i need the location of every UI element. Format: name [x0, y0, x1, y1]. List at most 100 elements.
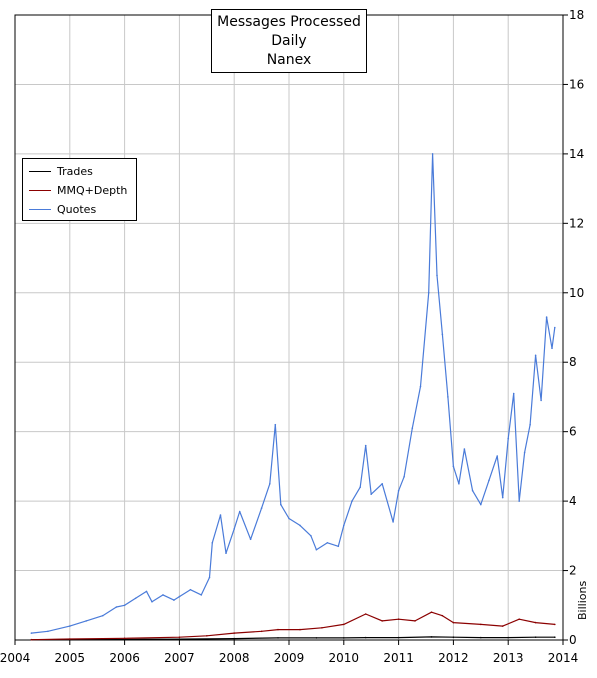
grid	[14, 14, 564, 641]
data-point-quotes	[480, 503, 482, 506]
legend-label-mmq-depth: MMQ+Depth	[57, 183, 128, 197]
data-point-mmq-depth	[381, 620, 384, 622]
data-point-quotes	[551, 347, 553, 350]
x-tick-label: 2006	[109, 651, 140, 665]
y-tick-label: 0	[569, 633, 577, 647]
x-tick-label: 2013	[493, 651, 524, 665]
data-point-quotes	[260, 507, 263, 509]
chart-title-line-3: Nanex	[266, 52, 312, 68]
data-point-quotes	[523, 451, 526, 454]
data-point-trades	[178, 638, 181, 640]
data-point-quotes	[452, 465, 455, 468]
data-point-quotes	[463, 448, 466, 450]
data-point-trades	[397, 636, 400, 639]
data-point-quotes	[326, 542, 329, 544]
series-layer	[30, 153, 556, 641]
data-point-mmq-depth	[534, 621, 537, 624]
legend-item-trades: Trades	[29, 163, 93, 179]
data-point-quotes	[151, 601, 153, 603]
data-point-quotes	[225, 552, 227, 554]
data-point-quotes	[488, 479, 490, 482]
data-point-quotes	[403, 476, 405, 478]
data-point-quotes	[145, 590, 148, 593]
data-point-quotes	[436, 274, 438, 277]
data-point-quotes	[269, 483, 271, 485]
data-point-quotes	[370, 493, 373, 496]
data-point-quotes	[315, 548, 318, 551]
data-point-quotes	[299, 524, 301, 527]
series-line-quotes	[31, 153, 556, 634]
data-point-quotes	[219, 514, 222, 516]
data-point-quotes	[518, 500, 520, 502]
series-line-trades	[31, 636, 555, 641]
x-tick-label: 2004	[0, 651, 30, 665]
data-point-mmq-depth	[299, 628, 301, 631]
data-point-mmq-depth	[397, 618, 400, 620]
legend-item-mmq-depth: MMQ+Depth	[29, 182, 127, 198]
data-point-mmq-depth	[233, 632, 235, 634]
y-tick-label: 2	[569, 564, 577, 578]
data-point-mmq-depth	[518, 618, 520, 620]
data-point-quotes	[211, 542, 214, 544]
data-point-quotes	[364, 444, 367, 447]
data-point-quotes	[134, 597, 137, 600]
data-point-mmq-depth	[414, 620, 416, 622]
x-tick-label: 2005	[55, 651, 86, 665]
x-tick-label: 2014	[548, 651, 579, 665]
legend: Trades MMQ+Depth Quotes	[22, 158, 137, 221]
data-point-mmq-depth	[178, 636, 181, 638]
data-point-mmq-depth	[452, 621, 455, 624]
data-point-quotes	[343, 524, 345, 527]
data-point-trades	[277, 637, 279, 639]
data-point-quotes	[419, 385, 422, 388]
data-point-trades	[315, 637, 318, 639]
legend-item-quotes: Quotes	[29, 201, 96, 217]
x-tick-label: 2012	[438, 651, 469, 665]
data-point-quotes	[427, 292, 430, 294]
data-point-mmq-depth	[321, 627, 323, 629]
data-point-quotes	[458, 483, 460, 485]
data-point-quotes	[397, 489, 400, 492]
y-tick-label: 6	[569, 425, 577, 439]
data-point-mmq-depth	[430, 611, 433, 613]
data-point-trades	[364, 636, 367, 639]
data-point-quotes	[359, 486, 362, 489]
data-point-quotes	[351, 500, 353, 502]
y-axis-label: Billions	[576, 580, 589, 620]
data-point-mmq-depth	[277, 628, 279, 631]
legend-swatch-quotes	[29, 208, 51, 210]
data-point-quotes	[280, 503, 282, 506]
data-point-mmq-depth	[364, 613, 367, 615]
x-tick-label: 2009	[274, 651, 305, 665]
data-point-quotes	[47, 630, 49, 633]
y-tick-label: 4	[569, 494, 577, 508]
data-point-trades	[233, 637, 235, 640]
data-point-quotes	[233, 528, 235, 530]
data-point-quotes	[496, 455, 499, 457]
data-point-quotes	[288, 517, 290, 520]
data-point-quotes	[30, 632, 33, 634]
data-point-quotes	[507, 437, 510, 440]
data-point-quotes	[431, 153, 434, 155]
data-point-quotes	[534, 354, 537, 357]
data-point-quotes	[471, 489, 474, 492]
data-point-trades	[507, 636, 510, 639]
data-point-trades	[452, 636, 455, 638]
data-point-quotes	[200, 594, 203, 596]
x-tick-label: 2008	[219, 651, 250, 665]
data-point-mmq-depth	[343, 623, 345, 626]
legend-swatch-mmq-depth	[29, 189, 51, 191]
data-point-quotes	[173, 599, 175, 601]
y-tick-label: 12	[569, 216, 584, 230]
x-tick-label: 2007	[164, 651, 195, 665]
data-point-mmq-depth	[260, 630, 263, 633]
data-point-mmq-depth	[123, 637, 126, 640]
data-point-mmq-depth	[554, 623, 556, 626]
data-point-quotes	[69, 625, 71, 627]
data-point-quotes	[274, 423, 277, 426]
y-tick-label: 10	[569, 286, 584, 300]
data-point-trades	[343, 637, 345, 639]
data-point-mmq-depth	[30, 638, 33, 641]
data-point-quotes	[337, 545, 340, 548]
y-tick-label: 8	[569, 355, 577, 369]
